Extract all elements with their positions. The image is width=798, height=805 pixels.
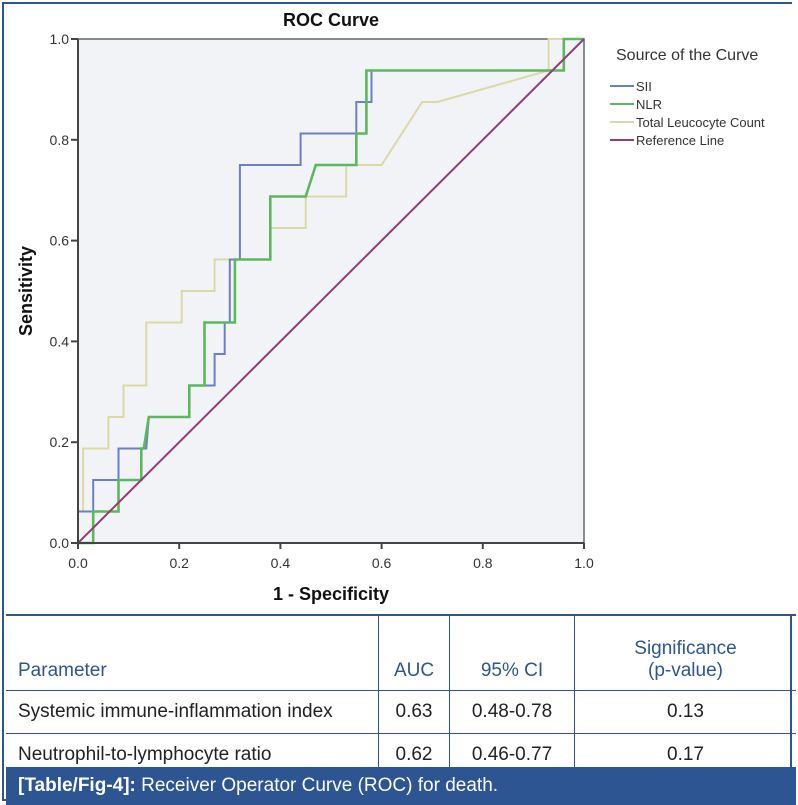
x-tick-label: 0.0 [68,555,88,571]
series-line-reference-line [77,38,585,544]
series-line-nlr [78,37,584,545]
x-tick-label: 0.8 [473,555,493,571]
x-axis-label: 1 - Specificity [273,584,389,604]
roc-chart: ROC Curve 0.0 0.2 0.4 0.6 0.8 1.0 0.0 0.2 0.4 0.… [4,4,794,614]
legend-label: NLR [636,97,662,112]
header-ci: 95% CI [449,614,575,691]
x-ticks: 0.0 0.2 0.4 0.6 0.8 1.0 [68,543,594,571]
x-tick-label: 0.6 [372,555,392,571]
header-auc: AUC [378,614,450,691]
series-line-total-leucocyte-count [77,38,584,543]
header-parameter: Parameter [6,614,379,691]
legend-label: Reference Line [636,133,724,148]
y-tick-label: 0.0 [50,535,70,551]
legend-label: SII [636,79,652,94]
y-tick-label: 0.6 [50,233,70,249]
table-row: Systemic immune-inflammation index 0.63 … [6,690,796,734]
figure-caption: [Table/Fig-4]: Receiver Operator Curve (… [6,767,796,805]
table-header-row: Parameter AUC 95% CI Significance (p-val… [6,614,796,691]
caption-label: [Table/Fig-4]: [18,775,136,796]
header-significance-line2: (p-value) [648,660,723,681]
y-tick-label: 0.2 [50,434,70,450]
roc-chart-svg: ROC Curve 0.0 0.2 0.4 0.6 0.8 1.0 0.00.20.40.… [16,10,765,604]
legend-item-sii: SII [610,79,652,94]
header-significance-line1: Significance [634,638,737,659]
x-tick-label: 1.0 [574,555,594,571]
legend-item-reference-line: Reference Line [610,133,724,148]
cell-p-value: 0.13 [574,690,796,734]
cell-ci: 0.48-0.78 [449,690,575,734]
legend-item-total-leucocyte-count: Total Leucocyte Count [610,115,765,130]
y-axis-label: Sensitivity [16,246,36,336]
x-tick-label: 0.2 [169,555,189,571]
caption-text: Receiver Operator Curve (ROC) for death. [135,775,499,796]
y-tick-label: 0.4 [50,333,70,349]
y-ticks: 0.0 0.2 0.4 0.6 0.8 1.0 [50,31,78,551]
header-significance: Significance (p-value) [574,614,796,691]
y-tick-label: 0.8 [50,132,70,148]
cell-auc: 0.63 [378,690,450,734]
cell-parameter: Systemic immune-inflammation index [6,690,379,734]
results-table: Parameter AUC 95% CI Significance (p-val… [6,614,796,777]
legend-label: Total Leucocyte Count [636,115,765,130]
legend: SII NLR Total Leucocyte Count Reference Lin… [610,79,765,148]
chart-title: ROC Curve [283,10,379,30]
y-tick-label: 1.0 [50,31,70,47]
x-tick-label: 0.4 [271,555,291,571]
legend-title: Source of the Curve [616,47,758,64]
legend-item-nlr: NLR [610,97,662,112]
cell-auc: 0.62 [378,733,450,777]
series-layer [77,37,585,545]
